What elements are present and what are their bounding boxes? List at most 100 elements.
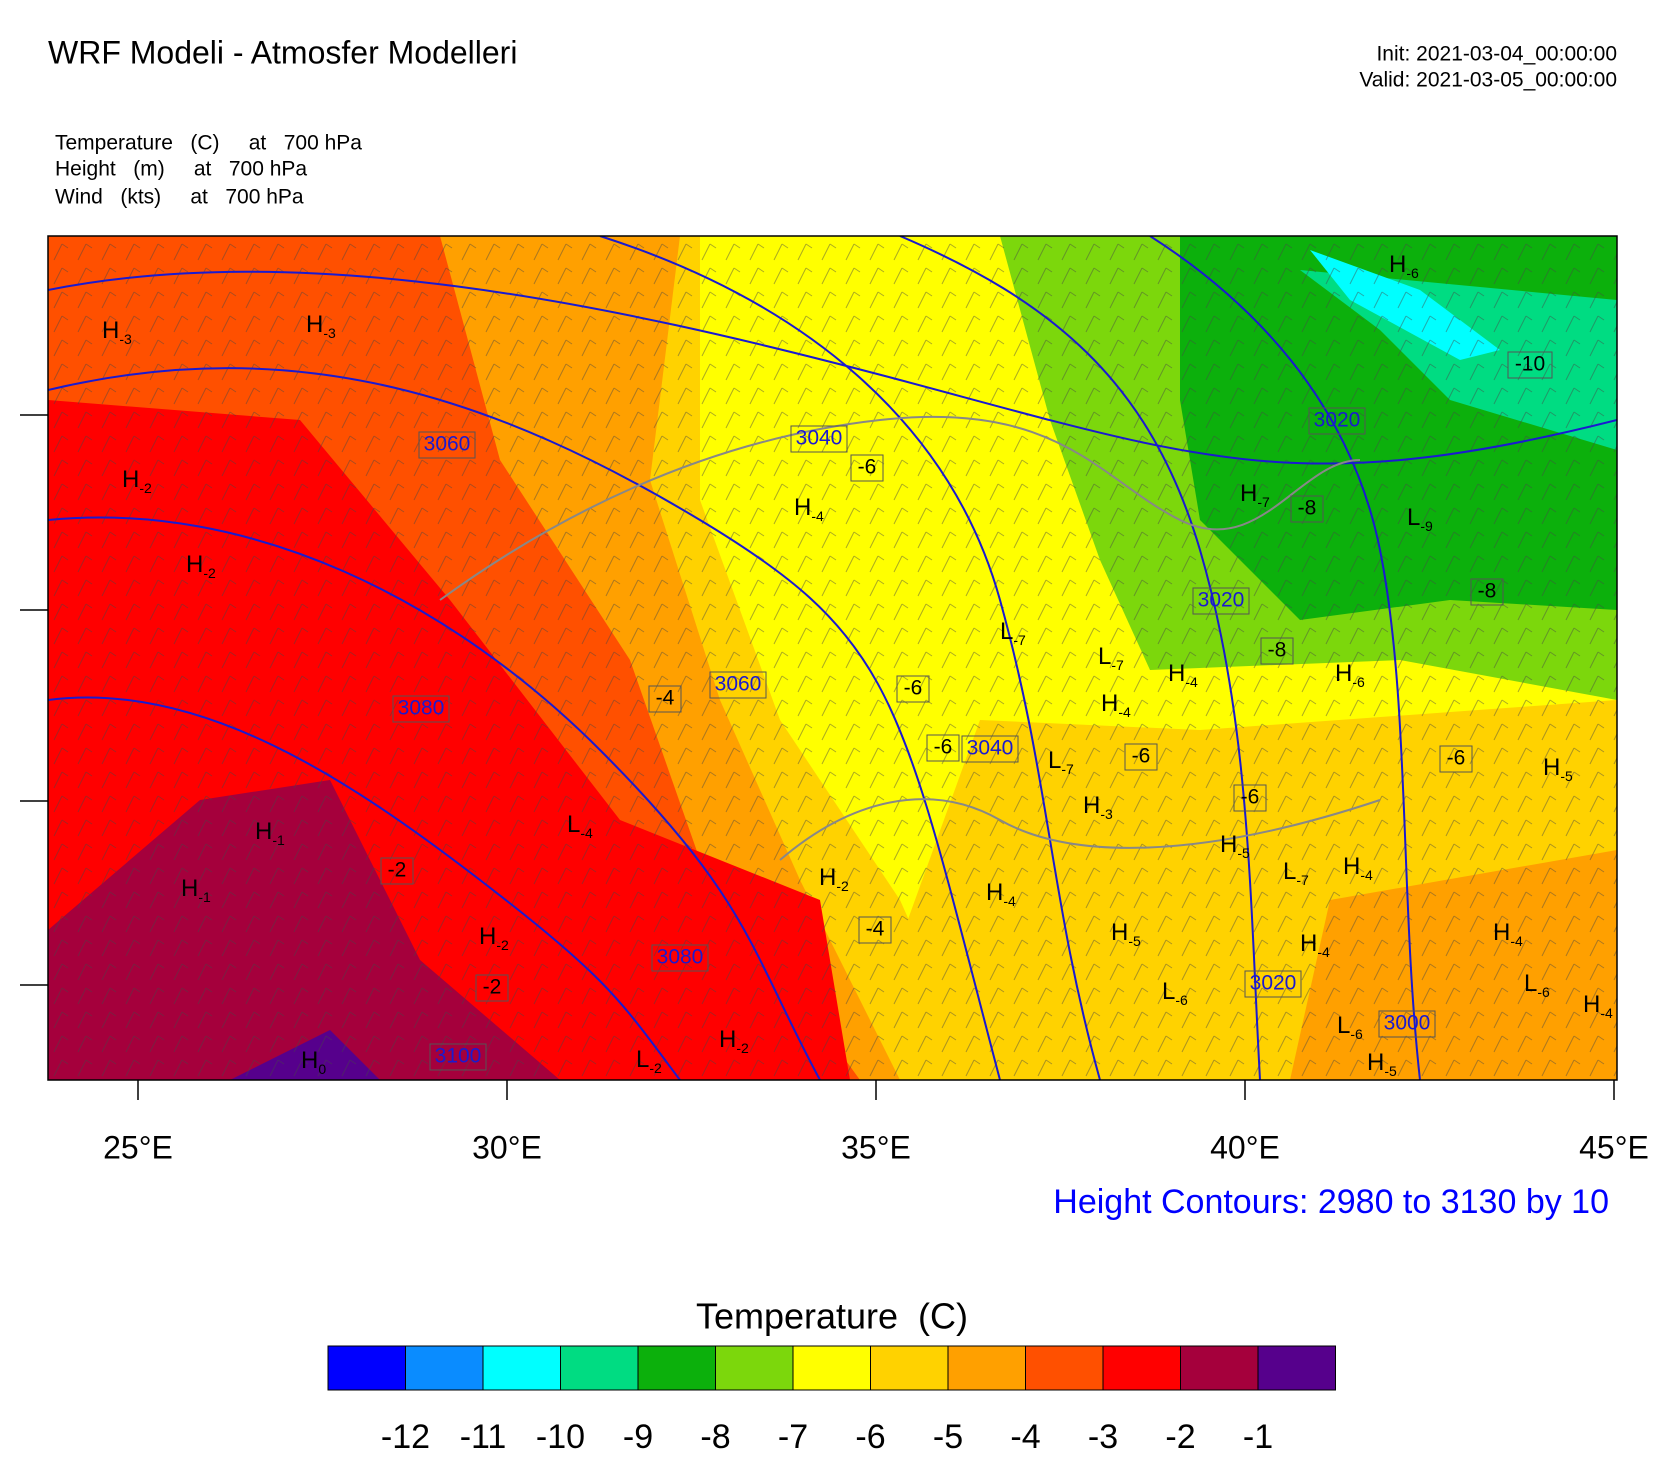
extremum-letter: H (1168, 660, 1185, 687)
extremum-letter: L (1407, 504, 1420, 531)
colorbar-title: Temperature (C) (696, 1296, 968, 1337)
extremum-letter: H (1240, 480, 1257, 507)
height-labels: 3040 (967, 737, 1014, 760)
extremum-value: -1 (198, 889, 211, 905)
extremum-letter: H (181, 875, 198, 902)
colorbar-swatch (637, 1345, 716, 1391)
label-box (648, 685, 682, 713)
extremum: L-6 (1162, 978, 1188, 1007)
extremum: H-5 (1367, 1049, 1397, 1078)
label-box (1470, 578, 1504, 606)
extremum: L-2 (636, 1046, 662, 1075)
label-box (380, 857, 414, 885)
extremum-letter: H (1543, 754, 1560, 781)
temp-labels: -8 (1478, 580, 1497, 603)
label-box (858, 916, 892, 944)
extremum-value: -4 (1510, 933, 1523, 949)
extremum-letter: H (1111, 919, 1128, 946)
extremum: L-6 (1337, 1012, 1363, 1041)
height-labels: 3080 (398, 697, 445, 720)
extremum-value: -6 (1350, 1026, 1363, 1042)
temp-labels: -6 (1447, 747, 1466, 770)
label-box (1124, 743, 1158, 771)
label-box (651, 944, 709, 972)
temp-labels: -2 (483, 976, 502, 999)
temp-labels: -8 (1298, 497, 1317, 520)
extremum-letter: H (1300, 930, 1317, 957)
extremum-letter: H (986, 879, 1003, 906)
extremum: H-1 (255, 818, 285, 847)
extremum-value: 0 (318, 1061, 326, 1077)
extremum: H-6 (1389, 251, 1419, 280)
height-labels: 3060 (715, 673, 762, 696)
extremum-letter: L (567, 811, 580, 838)
extremum-letter: H (1367, 1049, 1384, 1076)
label-box (1507, 351, 1553, 379)
extremum-value: -4 (1317, 944, 1330, 960)
extremum-letter: L (1098, 643, 1111, 670)
label-box (1308, 407, 1366, 435)
temp-labels: -4 (866, 918, 885, 941)
label-box (896, 675, 930, 703)
colorbar-label: -4 (1010, 1418, 1040, 1456)
extremum-letter: H (479, 923, 496, 950)
map-frame (47, 235, 1618, 1081)
extremum-value: -3 (1100, 806, 1113, 822)
extremum: H-4 (1583, 991, 1613, 1020)
temp-labels: -8 (1268, 639, 1287, 662)
extremum-value: -4 (811, 508, 824, 524)
extremum-value: -5 (1237, 845, 1250, 861)
colorbar-swatch (482, 1345, 561, 1391)
extremum: H-1 (181, 875, 211, 904)
extremum-letter: H (819, 864, 836, 891)
extremum-letter: H (1493, 919, 1510, 946)
label-box (709, 671, 767, 699)
colorbar-label: -5 (933, 1418, 963, 1456)
temp-labels: -2 (388, 859, 407, 882)
extremum: H-4 (986, 879, 1016, 908)
temp-labels: -6 (1132, 745, 1151, 768)
extremum: H-5 (1220, 831, 1250, 860)
extremum-letter: H (1335, 660, 1352, 687)
temp-labels: -6 (858, 456, 877, 479)
valid-time: Valid: 2021-03-05_00:00:00 (1359, 69, 1617, 92)
extremum: L-7 (1048, 747, 1074, 776)
extremum-value: -2 (139, 480, 152, 496)
init-time: Init: 2021-03-04_00:00:00 (1376, 43, 1617, 66)
x-tick-label: 25°E (103, 1129, 173, 1165)
label-box (850, 454, 884, 482)
label-box (475, 974, 509, 1002)
colorbar-swatch (1180, 1345, 1259, 1391)
colorbar-label: -2 (1165, 1418, 1195, 1456)
colorbar-swatch (947, 1345, 1026, 1391)
label-box (392, 695, 450, 723)
height-labels: 3020 (1198, 589, 1245, 612)
extremum-letter: L (1000, 618, 1013, 645)
extremum-letter: H (1101, 690, 1118, 717)
extremum: L-7 (1000, 618, 1026, 647)
extremum: H0 (301, 1047, 326, 1076)
extremum-value: -2 (496, 937, 509, 953)
extremum-letter: H (306, 311, 323, 338)
colorbar-swatch (870, 1345, 949, 1391)
label-box (1233, 784, 1267, 812)
extremum-value: -5 (1128, 933, 1141, 949)
extremum-value: -9 (1420, 518, 1433, 534)
extremum-value: -6 (1537, 984, 1550, 1000)
height-labels: 3060 (424, 433, 471, 456)
extremum-value: -4 (1600, 1005, 1613, 1021)
extremum: H-4 (794, 494, 824, 523)
extremum-letter: H (1343, 853, 1360, 880)
colorbar-label: -1 (1243, 1418, 1273, 1456)
colorbar-label: -10 (536, 1418, 585, 1456)
extremum-value: -5 (1384, 1063, 1397, 1079)
x-tick-label: 30°E (472, 1129, 542, 1165)
extremum-letter: H (1389, 251, 1406, 278)
colorbar-label: -11 (460, 1418, 507, 1456)
colorbar-label: -7 (778, 1418, 808, 1456)
extremum-letter: H (301, 1047, 318, 1074)
extremum: H-7 (1240, 480, 1270, 509)
extremum-value: -6 (1352, 674, 1365, 690)
label-box (418, 431, 476, 459)
